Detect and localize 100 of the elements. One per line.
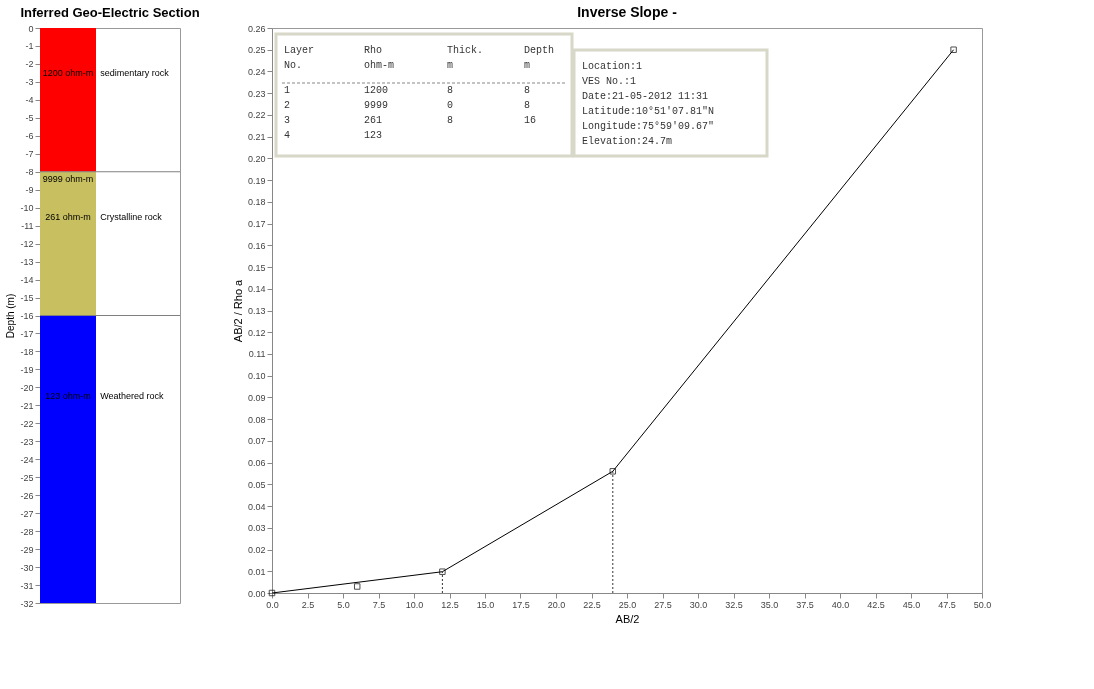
y-tick-label: -6: [25, 131, 34, 142]
annotation: 1: [284, 85, 291, 96]
annotation: 123: [364, 130, 383, 141]
x-tick-label: 37.5: [796, 599, 814, 610]
x-tick-label: 15.0: [476, 599, 495, 610]
text: sedimentary rock: [100, 67, 170, 78]
annotation: ohm-m: [364, 60, 395, 71]
y-tick-label: -13: [20, 257, 34, 268]
annotation: 4: [284, 130, 291, 141]
y-tick-label: -12: [20, 239, 34, 250]
y-tick-label: -17: [20, 328, 34, 339]
y-tick-label: 0.14: [247, 284, 266, 295]
y-tick-label: -16: [20, 311, 34, 321]
annotation: Rho: [364, 45, 383, 56]
x-tick-label: 5.0: [337, 599, 350, 610]
annotation: Date:21-05-2012 11:31: [582, 91, 709, 102]
y-tick-label: -18: [20, 346, 34, 357]
y-tick-label: 0.25: [247, 45, 266, 56]
x-tick-label: 0.0: [266, 599, 279, 610]
y-tick-label: 0.18: [247, 197, 266, 208]
y-tick-label: 0.13: [247, 306, 266, 316]
annotation: Layer: [284, 45, 315, 56]
y-tick-label: 0.03: [247, 523, 266, 534]
annotation: VES No.:1: [582, 76, 637, 87]
x-tick-label: 42.5: [867, 599, 885, 610]
y-tick-label: 0.11: [248, 349, 266, 360]
point: [439, 568, 446, 575]
x-tick-label: 2.5: [301, 599, 315, 610]
y-tick-label: 0.24: [247, 66, 266, 77]
annotation: m: [524, 60, 531, 71]
annotation: 0: [447, 100, 454, 111]
y-tick-label: 0.22: [247, 110, 266, 121]
y-tick-label: 0.20: [247, 153, 266, 164]
y-tick-label: -2: [25, 59, 34, 70]
bar: [40, 28, 96, 172]
annotation: 261: [364, 115, 383, 126]
y-tick-label: 0.16: [247, 240, 266, 251]
y-tick-label: 0.17: [247, 219, 266, 230]
x-tick-label: 12.5: [441, 599, 459, 610]
y-tick-label: 0.10: [247, 371, 266, 382]
y-tick-label: -32: [20, 598, 34, 609]
y-tick-label: -19: [20, 364, 34, 375]
y-tick-label: -30: [20, 562, 34, 573]
x-tick-label: 50.0: [973, 599, 992, 610]
y-tick-label: 0.15: [247, 262, 266, 273]
chart-title: Inverse Slope -: [577, 4, 678, 20]
y-tick-label: -24: [20, 454, 34, 465]
x-tick-label: 10.0: [405, 599, 424, 610]
y-tick-label: -9: [25, 185, 34, 196]
x-tick-label: 20.0: [547, 599, 566, 610]
y-tick-label: -26: [20, 490, 34, 501]
annotation: Thick.: [447, 45, 484, 56]
annotation: 8: [524, 85, 531, 96]
y-tick-label: -1: [25, 41, 34, 52]
y-tick-label: -25: [20, 472, 34, 483]
y-tick-label: 0.06: [247, 458, 266, 469]
y-tick-label: 0.23: [247, 88, 266, 99]
y-tick-label: 0.00: [247, 588, 266, 599]
y-tick-label: -27: [20, 508, 34, 519]
y-tick-label: 0.04: [247, 501, 266, 512]
bar: [40, 315, 96, 603]
y-tick-label: -5: [25, 113, 34, 124]
annotation: 1200 ohm-m: [42, 67, 94, 78]
y-tick-label: 0.07: [247, 436, 266, 447]
x-tick-label: 22.5: [583, 599, 601, 610]
annotation: 9999: [364, 100, 389, 111]
y-tick-label: -15: [20, 293, 34, 304]
y-tick-label: -3: [25, 77, 34, 88]
x-tick-label: 17.5: [512, 599, 530, 610]
y-axis-title: AB/2 / Rho a: [231, 278, 244, 343]
y-tick-label: -23: [20, 436, 34, 447]
annotation: 8: [524, 100, 531, 111]
annotation: 8: [447, 85, 454, 96]
annotation: 9999 ohm-m: [42, 173, 94, 184]
y-tick-label: -31: [20, 580, 34, 591]
x-tick-label: 27.5: [654, 599, 672, 610]
y-tick-label: -7: [25, 149, 34, 160]
x-axis-title: AB/2: [615, 612, 640, 625]
x-tick-label: 32.5: [725, 599, 743, 610]
annotation: Depth: [524, 45, 555, 56]
annotation: Elevation:24.7m: [582, 136, 673, 147]
y-tick-label: -11: [21, 221, 34, 232]
y-tick-label: -29: [20, 544, 34, 555]
y-tick-label: 0.21: [247, 132, 266, 143]
annotation: 8: [447, 115, 454, 126]
y-tick-label: -14: [20, 275, 34, 286]
text: Crystalline rock: [100, 211, 163, 222]
y-tick-label: 0.12: [247, 327, 266, 338]
y-axis-title: Depth (m): [5, 293, 17, 339]
annotation: 16: [524, 115, 537, 126]
x-tick-label: 47.5: [938, 599, 956, 610]
x-tick-label: 7.5: [372, 599, 386, 610]
y-tick-label: 0.01: [247, 566, 266, 577]
x-tick-label: 30.0: [689, 599, 708, 610]
annotation: Longitude:75°59'09.67": [582, 121, 715, 132]
point: [609, 468, 617, 475]
annotation: m: [447, 60, 454, 71]
y-tick-label: 0.05: [247, 479, 266, 490]
annotation: 1200: [364, 85, 389, 96]
y-tick-label: -21: [20, 400, 34, 411]
